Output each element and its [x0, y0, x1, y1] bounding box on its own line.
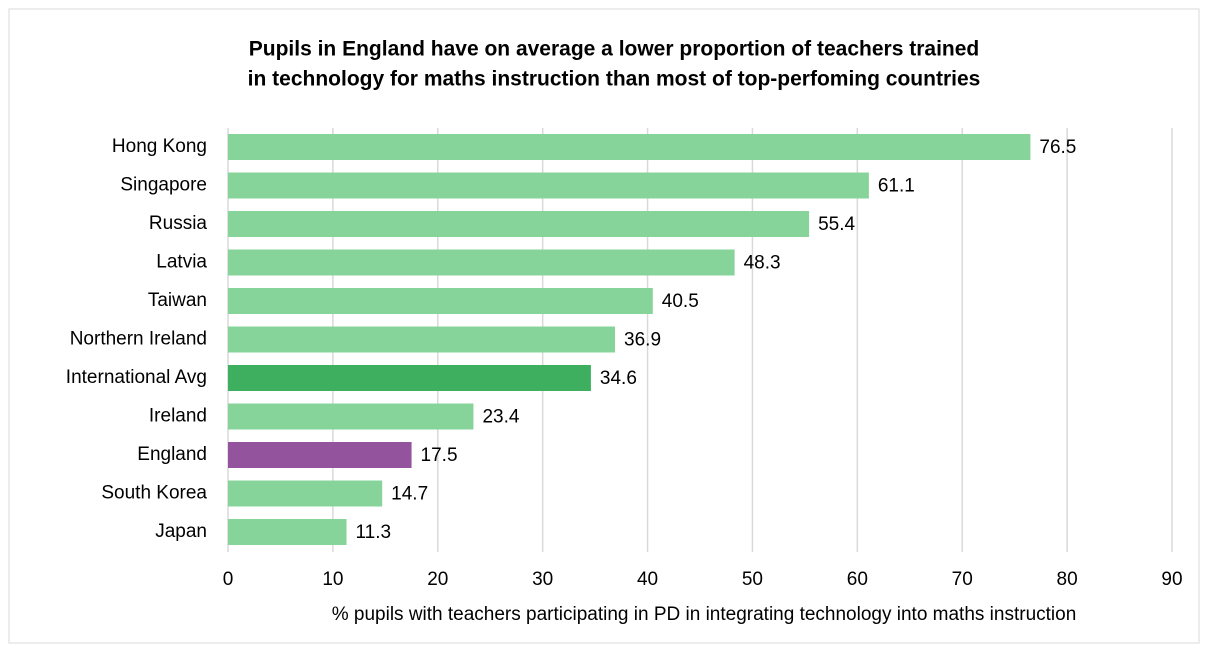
- data-label: 14.7: [391, 484, 428, 505]
- bar: [228, 403, 474, 430]
- y-tick-label: Northern Ireland: [70, 329, 207, 350]
- data-label: 11.3: [356, 522, 392, 543]
- data-label: 23.4: [482, 407, 519, 428]
- x-tick-label: 80: [1057, 569, 1078, 590]
- y-tick-label: Singapore: [120, 175, 207, 196]
- x-tick-label: 40: [637, 569, 658, 590]
- y-tick-label: Hong Kong: [112, 136, 207, 157]
- bar: [228, 172, 869, 199]
- data-label: 61.1: [878, 176, 915, 197]
- y-tick-label: Latvia: [156, 252, 207, 273]
- x-tick-label: 90: [1161, 569, 1182, 590]
- y-tick-label: International Avg: [66, 367, 207, 388]
- y-tick-label: Taiwan: [148, 290, 207, 311]
- y-tick-label: South Korea: [101, 483, 207, 504]
- x-tick-label: 30: [532, 569, 553, 590]
- bar: [228, 326, 616, 353]
- y-tick-label: Russia: [149, 213, 208, 234]
- bar: [228, 288, 653, 314]
- x-tick-label: 60: [847, 569, 868, 590]
- y-tick-label: England: [137, 444, 207, 465]
- data-label: 36.9: [624, 330, 661, 351]
- x-tick-label: 0: [223, 569, 234, 590]
- chart-border: [8, 8, 1200, 644]
- bar: [228, 211, 810, 237]
- y-tick-label: Ireland: [149, 406, 207, 427]
- chart-title: in technology for maths instruction than…: [248, 68, 981, 91]
- x-tick-label: 50: [742, 569, 763, 590]
- x-tick-label: 10: [322, 569, 343, 590]
- data-label: 40.5: [662, 291, 699, 312]
- data-label: 17.5: [421, 445, 458, 466]
- y-tick-label: Japan: [155, 521, 207, 542]
- x-axis-label: % pupils with teachers participating in …: [332, 604, 1077, 625]
- data-label: 34.6: [600, 368, 637, 389]
- bar: [228, 480, 383, 507]
- chart-title: Pupils in England have on average a lowe…: [249, 38, 980, 61]
- data-label: 55.4: [818, 214, 855, 235]
- x-tick-label: 70: [952, 569, 973, 590]
- bar: [228, 519, 347, 545]
- bar: [228, 365, 591, 391]
- bar: [228, 134, 1031, 160]
- x-tick-label: 20: [427, 569, 448, 590]
- data-label: 48.3: [744, 253, 781, 274]
- bar: [228, 442, 412, 468]
- data-label: 76.5: [1039, 137, 1076, 158]
- bar: [228, 249, 735, 276]
